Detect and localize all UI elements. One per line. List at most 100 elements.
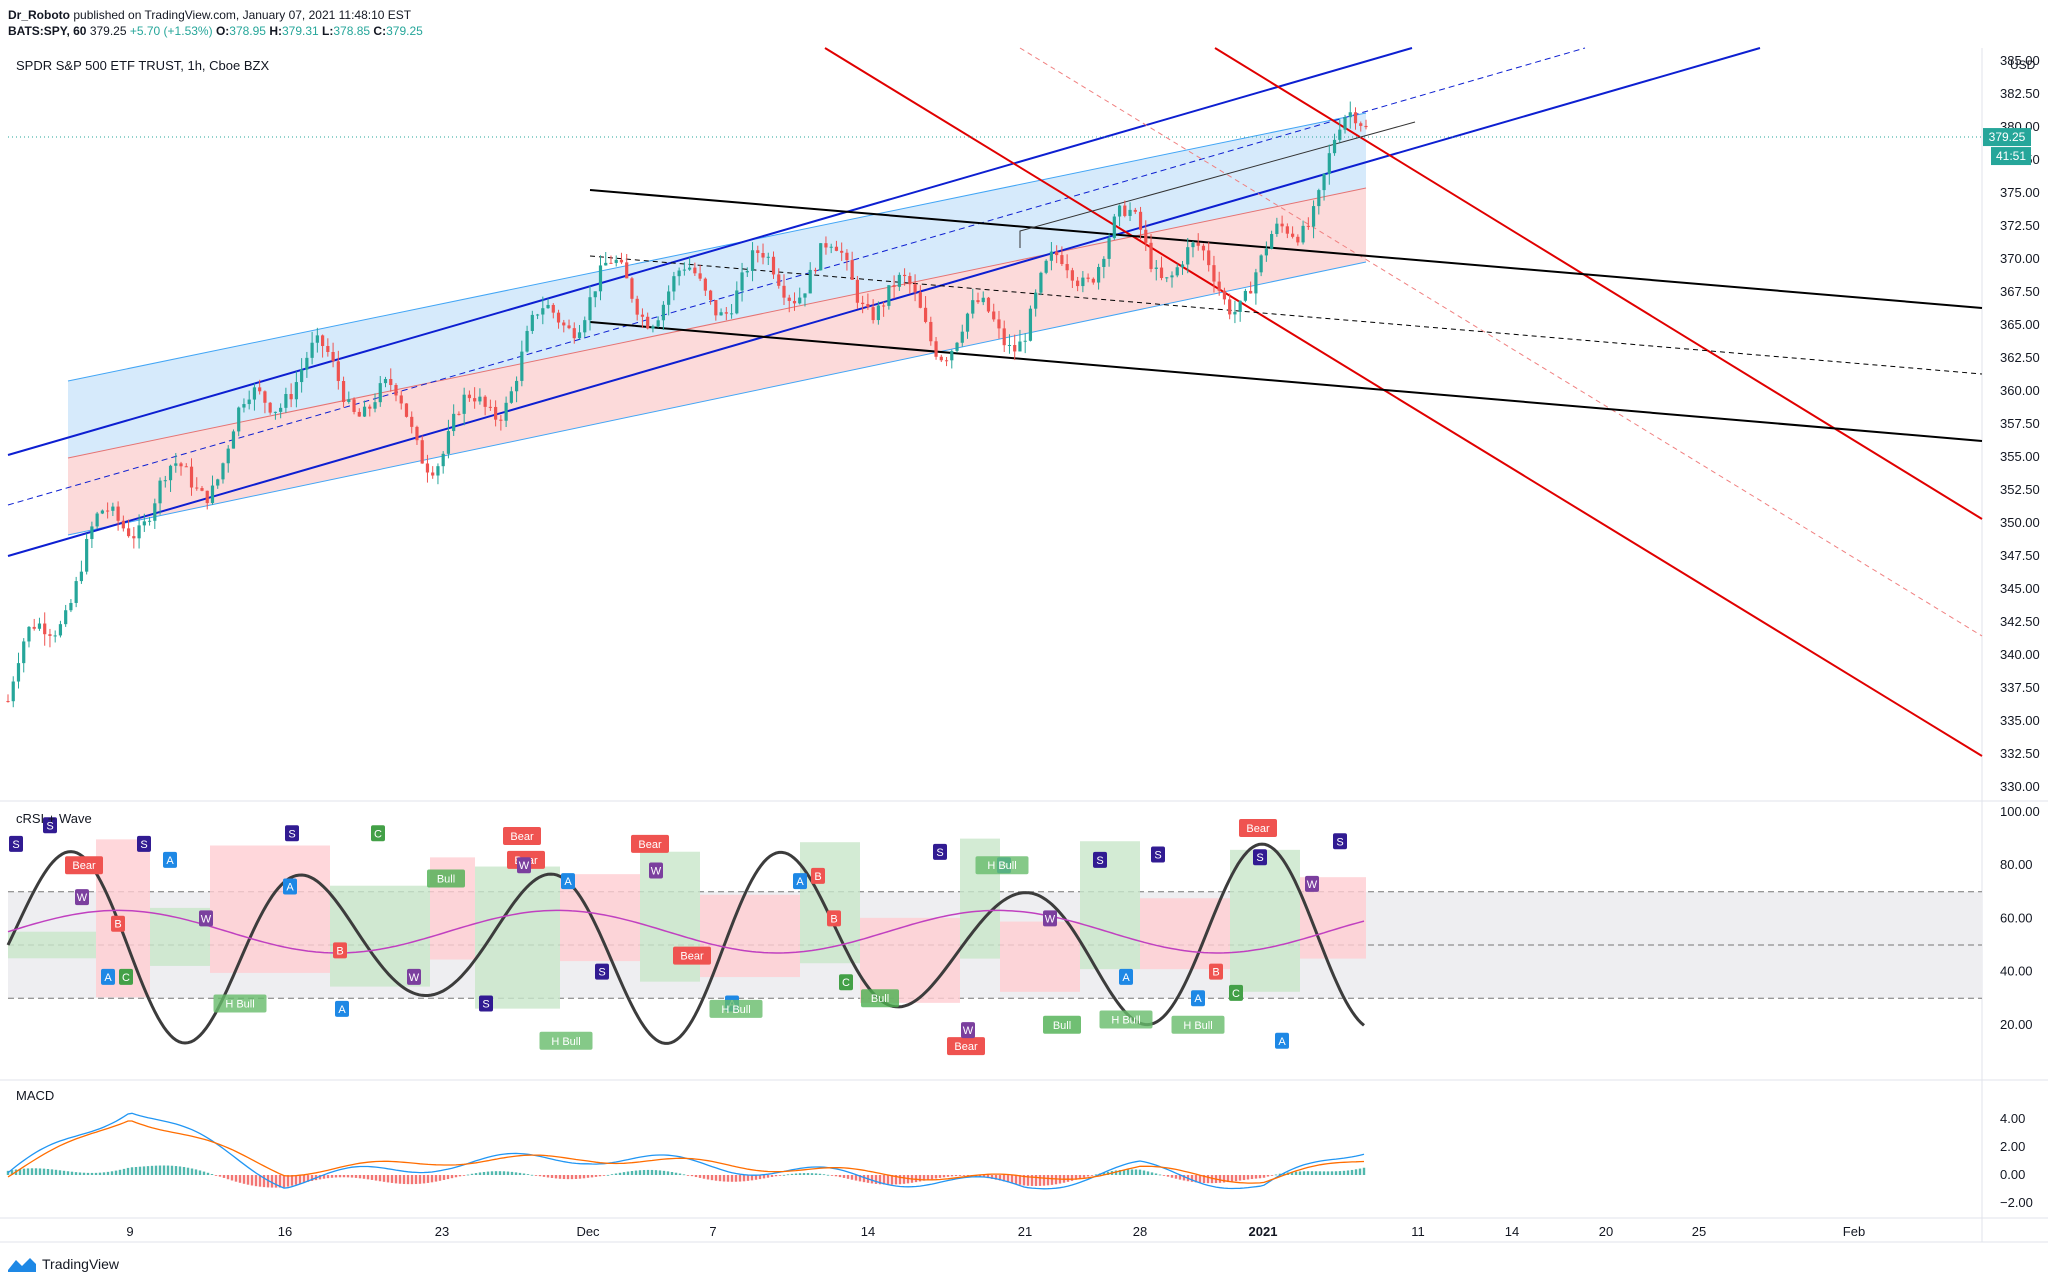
macd-histogram-bar [958,1175,962,1176]
macd-histogram-bar [914,1175,918,1183]
candle-body [116,506,120,521]
macd-histogram-bar [86,1172,90,1175]
rsi-signal-label: H Bull [987,860,1016,872]
candle-body [735,290,739,314]
macd-histogram-bar [1342,1170,1346,1175]
macd-histogram-bar [862,1175,866,1183]
rsi-signal-marker [1305,875,1319,892]
rsi-signal-marker [333,942,347,959]
publisher-name[interactable]: Dr_Roboto [8,8,70,22]
macd-histogram-bar [1022,1175,1026,1186]
macd-histogram-bar [926,1175,930,1180]
macd-histogram-bar [406,1175,410,1185]
macd-histogram-bar [886,1175,890,1185]
price-tick-label: 365.00 [2000,317,2040,332]
rsi-signal-marker [65,856,103,875]
candle-body [871,307,875,321]
macd-histogram-bar [1030,1175,1034,1186]
price-tick-label: 350.00 [2000,515,2040,530]
low-label: L: [322,24,334,38]
macd-histogram-bar [1194,1175,1198,1183]
candle-body [1159,267,1164,279]
macd-histogram-bar [458,1175,462,1177]
candle-body [619,259,624,263]
price-tick-label: 375.00 [2000,185,2040,200]
macd-histogram-bar [546,1175,550,1178]
macd-histogram-bar [754,1175,758,1180]
candle-body [446,431,451,454]
rsi-signal-marker [1043,910,1057,927]
macd-histogram-bar [874,1175,878,1184]
macd-histogram-bar [1054,1175,1058,1185]
macd-histogram-bar [362,1175,366,1179]
macd-histogram-bar [222,1175,226,1178]
macd-histogram-bar [250,1175,254,1186]
macd-histogram-bar [1250,1175,1254,1180]
rsi-band-fill [800,842,860,964]
candle-body [745,270,749,273]
macd-histogram-bar [114,1170,118,1175]
candle-body [803,293,807,298]
macd-histogram-bar [62,1170,66,1175]
macd-histogram-bar [454,1175,458,1178]
macd-histogram-bar [1350,1169,1354,1175]
macd-histogram-bar [746,1175,750,1181]
macd-histogram-bar [682,1174,686,1176]
macd-histogram-bar [1090,1175,1094,1176]
macd-histogram-bar [30,1168,34,1175]
macd-histogram-bar [562,1175,566,1180]
candle-body [37,623,42,629]
high-label: H: [269,24,282,38]
macd-histogram-bar [106,1171,110,1175]
candle-body [1243,290,1248,301]
time-tick-label: 9 [126,1224,133,1239]
candle-body [1264,248,1268,256]
time-tick-label: 11 [1411,1224,1425,1239]
time-tick-label: 14 [861,1224,875,1239]
candle-body [1175,267,1179,276]
macd-histogram-bar [770,1175,774,1177]
macd-histogram-bar [838,1175,842,1178]
last-price: 379.25 [89,24,127,38]
macd-histogram-bar [810,1173,814,1175]
candle-body [955,342,959,351]
rsi-signal-marker [43,817,57,834]
macd-histogram-bar [782,1174,786,1176]
candle-body [410,416,414,427]
candle-body [467,394,472,399]
candle-body [431,472,435,476]
rsi-signal-marker [631,834,669,853]
candle-body [258,387,262,392]
candle-body [708,290,713,301]
blue-channel-mid [7,47,1586,506]
candle-body [226,448,230,464]
macd-histogram-bar [374,1175,378,1181]
candle-body [32,626,36,629]
rsi-signal-label: S [1256,852,1263,864]
candle-body [897,274,901,287]
macd-histogram-bar [678,1173,682,1175]
macd-histogram-bar [1246,1175,1250,1180]
macd-histogram-bar [358,1175,362,1179]
macd-histogram-bar [342,1175,346,1178]
candle-body [263,391,267,403]
candle-body [1207,250,1211,266]
rsi-signal-marker [539,1031,593,1050]
macd-histogram-bar [602,1175,606,1176]
candle-body [703,278,707,291]
candle-body [976,300,980,303]
rsi-signal-marker [517,857,531,874]
macd-histogram-bar [802,1173,806,1175]
red-channel-upper [1214,47,1983,520]
macd-histogram-bar [1318,1171,1322,1175]
tradingview-logo-icon [8,1258,36,1272]
macd-histogram-bar [694,1175,698,1178]
rsi-signal-marker [137,835,151,852]
macd-histogram-bar [1334,1171,1338,1175]
price-tick-label: 332.50 [2000,746,2040,761]
footer-brand[interactable]: TradingView [8,1256,119,1272]
macd-histogram-bar [274,1175,278,1188]
rsi-signal-marker [595,963,609,980]
candle-body [787,297,791,301]
